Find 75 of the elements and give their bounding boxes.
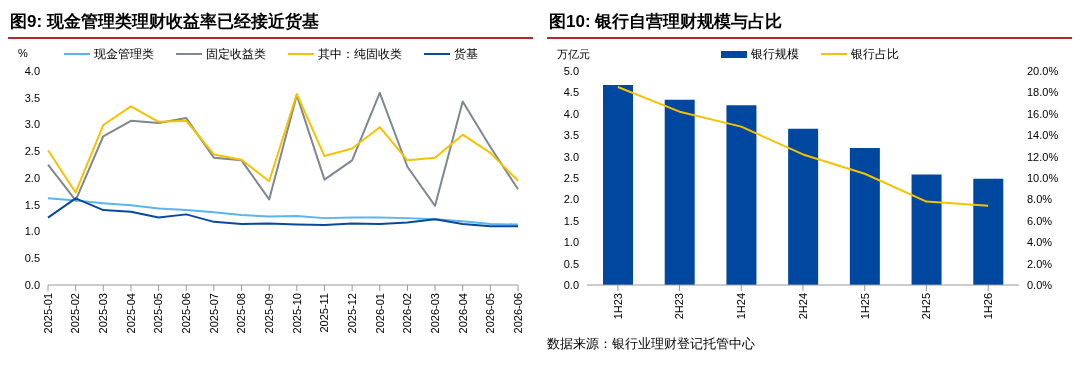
bar — [603, 85, 633, 285]
x-tick-label: 2H24 — [796, 293, 809, 320]
bar — [973, 178, 1004, 285]
x-tick-label: 1H23 — [611, 293, 624, 320]
legend-label: 其中：纯固收类 — [317, 45, 402, 63]
chart-title: 图10: 银行自营理财规模与占比 — [547, 8, 1072, 39]
y-tick-label: 4.5 — [563, 86, 579, 99]
y-tick-label: 4.0 — [563, 107, 579, 120]
y-tick-label: 1.5 — [563, 214, 579, 227]
x-tick-label: 2025-11 — [318, 293, 331, 333]
x-tick-label: 2026-02 — [401, 293, 414, 334]
x-tick-label: 2026-06 — [511, 293, 524, 334]
y2-tick-label: 6.0% — [1027, 214, 1053, 227]
y-tick-label: 0.0 — [24, 278, 40, 291]
x-tick-label: 2025-12 — [345, 293, 358, 334]
legend-label: 现金管理类 — [93, 45, 154, 63]
y-axis-title: % — [18, 47, 28, 59]
x-tick-label: 1H24 — [735, 293, 748, 320]
y-tick-label: 1.0 — [563, 236, 579, 249]
legend-label: 银行占比 — [850, 45, 899, 63]
line-series — [616, 86, 990, 207]
x-tick-label: 2025-09 — [262, 293, 275, 334]
legend-label: 银行规模 — [750, 45, 799, 63]
chart-title: 图9: 现金管理类理财收益率已经接近货基 — [8, 8, 533, 39]
bar — [726, 105, 757, 285]
y-tick-label: 1.0 — [24, 225, 40, 238]
y-axis-title: 万亿元 — [557, 47, 590, 62]
legend-label: 货基 — [453, 45, 478, 63]
y-tick-label: 4.0 — [24, 64, 40, 77]
y2-tick-label: 12.0% — [1027, 150, 1059, 163]
source-note: 数据来源：银行业理财登记托管中心 — [547, 335, 756, 353]
x-tick-label: 2026-01 — [373, 293, 386, 334]
x-tick-label: 1H25 — [858, 293, 871, 320]
y-tick-label: 1.5 — [24, 198, 40, 211]
x-tick-label: 2H25 — [920, 293, 933, 320]
x-tick-label: 2025-03 — [97, 293, 110, 334]
bar — [911, 174, 942, 285]
x-tick-label: 2025-01 — [41, 293, 54, 334]
y2-tick-label: 20.0% — [1027, 64, 1059, 77]
y2-tick-label: 18.0% — [1027, 86, 1059, 99]
x-tick-label: 2025-04 — [124, 293, 137, 334]
y2-tick-label: 16.0% — [1027, 107, 1059, 120]
y2-tick-label: 2.0% — [1027, 257, 1053, 270]
y-tick-label: 2.0 — [563, 193, 579, 206]
x-tick-label: 2026-04 — [456, 293, 469, 334]
x-tick-label: 2025-08 — [235, 293, 248, 334]
x-tick-label: 2025-06 — [180, 293, 193, 334]
legend-label: 固定收益类 — [205, 45, 266, 63]
y-tick-label: 3.5 — [24, 91, 40, 104]
y2-tick-label: 10.0% — [1027, 171, 1059, 184]
x-tick-label: 2025-10 — [290, 293, 303, 334]
y-tick-label: 5.0 — [563, 64, 579, 77]
y-tick-label: 2.5 — [563, 171, 579, 184]
y-tick-label: 3.5 — [563, 129, 579, 142]
y-tick-label: 3.0 — [563, 150, 579, 163]
bar — [788, 128, 819, 285]
y-tick-label: 0.5 — [24, 252, 40, 265]
x-tick-label: 2025-07 — [207, 293, 220, 334]
x-tick-label: 2026-03 — [428, 293, 441, 334]
y-tick-label: 0.5 — [563, 257, 579, 270]
x-tick-label: 2025-05 — [152, 293, 165, 334]
y2-tick-label: 8.0% — [1027, 193, 1053, 206]
x-tick-label: 2H23 — [673, 293, 686, 320]
y-tick-label: 2.5 — [24, 145, 40, 158]
y2-tick-label: 14.0% — [1027, 129, 1059, 142]
y-tick-label: 2.0 — [24, 171, 40, 184]
y-tick-label: 0.0 — [563, 278, 579, 291]
y-tick-label: 3.0 — [24, 118, 40, 131]
bar — [664, 99, 695, 285]
x-tick-label: 2025-02 — [69, 293, 82, 334]
x-tick-label: 1H26 — [981, 293, 994, 320]
bar — [849, 148, 880, 285]
x-tick-label: 2026-05 — [484, 293, 497, 334]
y2-tick-label: 0.0% — [1027, 278, 1053, 291]
y2-tick-label: 4.0% — [1027, 236, 1053, 249]
